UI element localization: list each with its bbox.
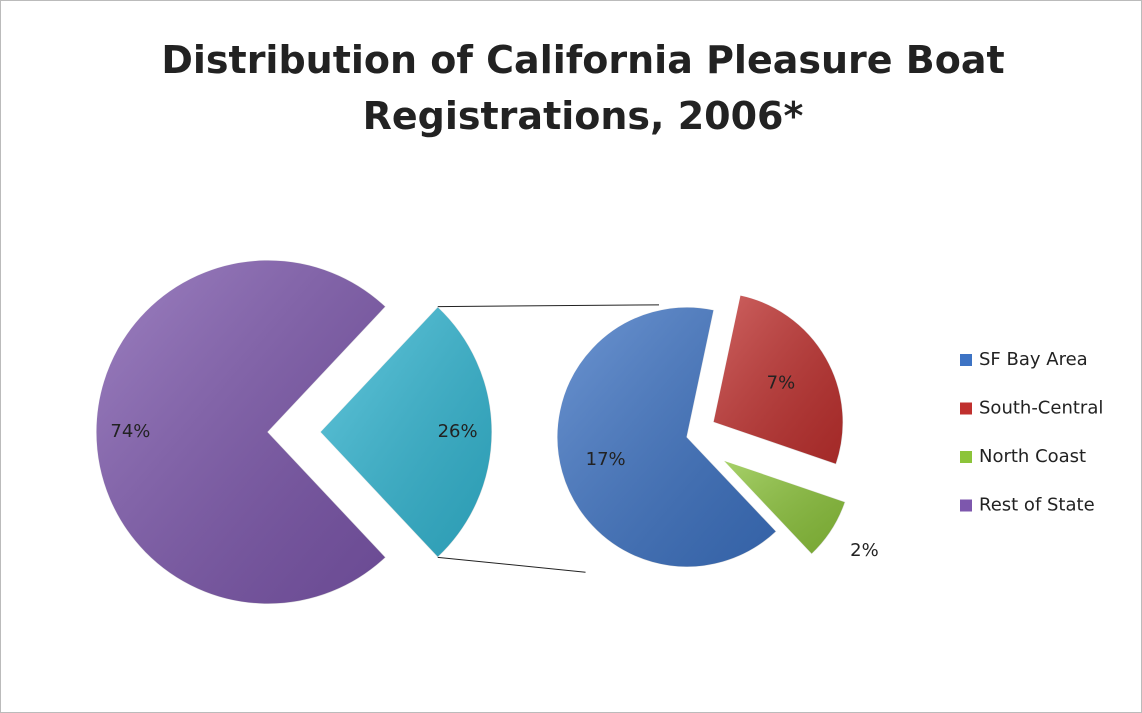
data-label: 74% <box>110 421 150 442</box>
data-label: 7% <box>767 373 796 394</box>
legend-swatch <box>960 499 972 512</box>
slice-shade <box>713 295 844 465</box>
legend-swatch <box>960 354 972 366</box>
slice-shade <box>320 306 492 558</box>
legend-label: SF Bay Area <box>979 349 1088 370</box>
connector <box>437 556 586 573</box>
slice-shade <box>722 459 846 555</box>
legend-swatch <box>960 451 972 463</box>
data-label: 17% <box>586 449 626 470</box>
legend-label: South-Central <box>979 398 1103 419</box>
connector <box>437 304 659 308</box>
slice-shade <box>96 260 386 604</box>
chart-title: Distribution of California Pleasure Boat… <box>161 38 1004 138</box>
legend-label: Rest of State <box>979 495 1095 516</box>
legend-swatch <box>960 402 972 415</box>
data-label: 2% <box>850 540 879 561</box>
legend-label: North Coast <box>979 446 1086 467</box>
data-label: 26% <box>438 421 478 442</box>
slice-shade <box>556 307 777 567</box>
